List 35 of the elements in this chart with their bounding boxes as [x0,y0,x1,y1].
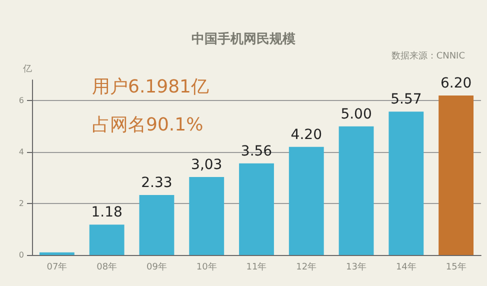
x-tick-label: 13年 [346,262,367,272]
x-tick-label: 07年 [46,262,68,272]
bar [89,224,124,255]
x-tick-label: 09年 [146,262,167,272]
bar [39,252,74,255]
y-tick-label: 6 [18,96,24,106]
data-label: 5.57 [390,92,422,108]
annotation: 占网名90.1% [92,114,204,136]
data-label: 3,03 [191,157,222,174]
x-tick-label: 12年 [296,262,317,272]
y-tick-label: 4 [18,148,24,157]
source-note: 数据来源：CNNIC [391,50,465,62]
chart-title: 中国手机网民规模 [192,31,296,47]
bar [239,163,274,255]
y-axis-title: 亿 [22,64,32,74]
data-label: 3.56 [240,143,272,160]
bar [189,177,224,255]
bar [338,126,374,255]
annotation: 用户6.1981亿 [92,76,209,98]
data-label: 6.20 [440,75,472,92]
x-tick-label: 14年 [396,262,416,272]
bar [388,112,424,255]
y-tick-label: 0 [18,250,24,260]
bar [288,146,324,255]
x-tick-label: 11年 [246,262,267,272]
y-tick-label: 2 [18,199,24,208]
data-label: 1.18 [91,204,122,221]
x-tick-label: 08年 [96,262,118,272]
data-label: 2.33 [141,175,172,192]
bar [438,95,474,255]
x-tick-label: 10年 [196,262,217,272]
data-label: 4.20 [290,126,322,143]
data-label: 5.00 [340,106,372,122]
bar [139,195,174,255]
x-tick-label: 15年 [446,262,466,272]
